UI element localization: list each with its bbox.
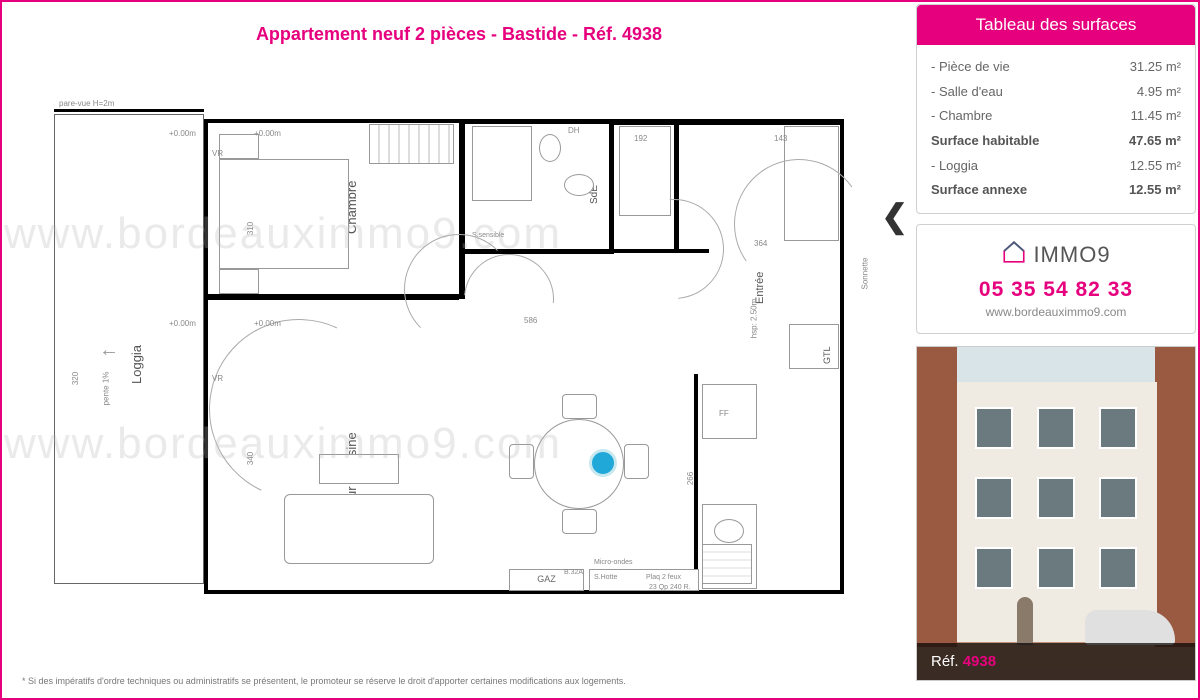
furniture-sink	[564, 174, 594, 196]
ff-label: FF	[719, 409, 729, 418]
vr-label: VR	[212, 374, 223, 383]
dim: B.32A	[564, 569, 583, 576]
dim: 266	[686, 472, 695, 485]
furniture-fridge	[702, 384, 757, 439]
surface-row: - Salle d'eau 4.95 m²	[931, 80, 1181, 105]
listing-title: Appartement neuf 2 pièces - Bastide - Ré…	[4, 4, 914, 55]
building-photo: Réf. 4938	[916, 346, 1196, 681]
furniture-nightstand	[219, 134, 259, 159]
wall	[465, 119, 615, 124]
surface-label: Surface annexe	[931, 178, 1027, 203]
surface-row: - Chambre 11.45 m²	[931, 104, 1181, 129]
left-panel: Appartement neuf 2 pièces - Bastide - Ré…	[4, 4, 914, 698]
surface-row: - Pièce de vie 31.25 m²	[931, 55, 1181, 80]
surface-row: Surface habitable 47.65 m²	[931, 129, 1181, 154]
surface-label: Surface habitable	[931, 129, 1039, 154]
floorplan: Loggia pente 1% ← pare-vue H=2m Chambre	[34, 74, 884, 654]
listing-container: Appartement neuf 2 pièces - Bastide - Ré…	[0, 0, 1200, 700]
vr-label: VR	[212, 149, 223, 158]
dim: +0.00m	[254, 129, 281, 138]
website-url[interactable]: www.bordeauximmo9.com	[917, 305, 1195, 319]
surface-value: 31.25 m²	[1130, 55, 1181, 80]
right-panel: Tableau des surfaces - Pièce de vie 31.25…	[916, 4, 1196, 698]
surface-row: Surface annexe 12.55 m²	[931, 178, 1181, 203]
ref-badge: Réf. 4938	[917, 643, 1195, 680]
surface-label: - Loggia	[931, 154, 978, 179]
micro-label: Micro-ondes	[594, 559, 633, 566]
surface-row: - Loggia 12.55 m²	[931, 154, 1181, 179]
phone-number[interactable]: 05 35 54 82 33	[917, 278, 1195, 302]
arrow-icon: ←	[99, 339, 119, 362]
furniture-hob	[702, 544, 752, 584]
info-icon	[589, 449, 617, 477]
dim: 23 Qp 240 R.	[649, 584, 691, 591]
dim: 310	[246, 222, 255, 235]
dim: 143	[774, 134, 787, 143]
surfaces-body: - Pièce de vie 31.25 m² - Salle d'eau 4.95…	[917, 45, 1195, 213]
surface-label: - Salle d'eau	[931, 80, 1003, 105]
dim: +0.00m	[169, 319, 196, 328]
wall	[609, 119, 614, 254]
surfaces-table: Tableau des surfaces - Pièce de vie 31.25…	[916, 4, 1196, 214]
furniture-nightstand	[219, 269, 259, 294]
sonnette-label: Sonnette	[861, 257, 870, 289]
brand-logo: IMMO9	[917, 239, 1195, 270]
dh-label: DH	[568, 126, 580, 135]
contact-box: IMMO9 05 35 54 82 33 www.bordeauximmo9.c…	[916, 224, 1196, 334]
pare-vue-label: pare-vue H=2m	[59, 99, 114, 108]
plaq-label: Plaq 2 feux	[646, 574, 681, 581]
disclaimer: * Si des impératifs d'ordre techniques o…	[22, 676, 626, 686]
brand-name: IMMO9	[1033, 242, 1110, 268]
furniture-chair	[509, 444, 534, 479]
ref-value: 4938	[963, 653, 996, 670]
hsp-label: hsp: 2.50m	[749, 299, 758, 339]
dim: 586	[524, 316, 537, 325]
chevron-left-icon[interactable]: ❮	[881, 197, 908, 235]
furniture-chair	[624, 444, 649, 479]
dim: 320	[71, 372, 80, 385]
furniture-shower	[472, 126, 532, 201]
surface-value: 12.55 m²	[1129, 178, 1181, 203]
furniture-chair	[562, 394, 597, 419]
dim: +0.00m	[254, 319, 281, 328]
furniture-sink	[714, 519, 744, 543]
surface-label: - Chambre	[931, 104, 992, 129]
hotte-label: S.Hotte	[594, 574, 617, 581]
loggia-pente: pente 1%	[101, 372, 110, 406]
room-label-gtl: GTL	[822, 346, 832, 364]
furniture-wardrobe	[369, 124, 454, 164]
surface-value: 11.45 m²	[1131, 104, 1181, 129]
surface-value: 4.95 m²	[1137, 80, 1181, 105]
surface-value: 47.65 m²	[1129, 129, 1181, 154]
furniture-bed	[219, 159, 349, 269]
dim: 192	[634, 134, 647, 143]
furniture-toilet	[539, 134, 561, 162]
furniture-sofa	[284, 494, 434, 564]
ref-label: Réf.	[931, 653, 959, 670]
dim: 364	[754, 239, 767, 248]
surface-value: 12.55 m²	[1130, 154, 1181, 179]
house-icon	[1001, 239, 1027, 270]
wall	[614, 119, 844, 125]
furniture-chair	[562, 509, 597, 534]
wall	[54, 109, 204, 112]
surfaces-header: Tableau des surfaces	[917, 5, 1195, 45]
surface-label: - Pièce de vie	[931, 55, 1010, 80]
room-label-loggia: Loggia	[129, 345, 144, 384]
dim: 340	[246, 452, 255, 465]
dim: +0.00m	[169, 129, 196, 138]
